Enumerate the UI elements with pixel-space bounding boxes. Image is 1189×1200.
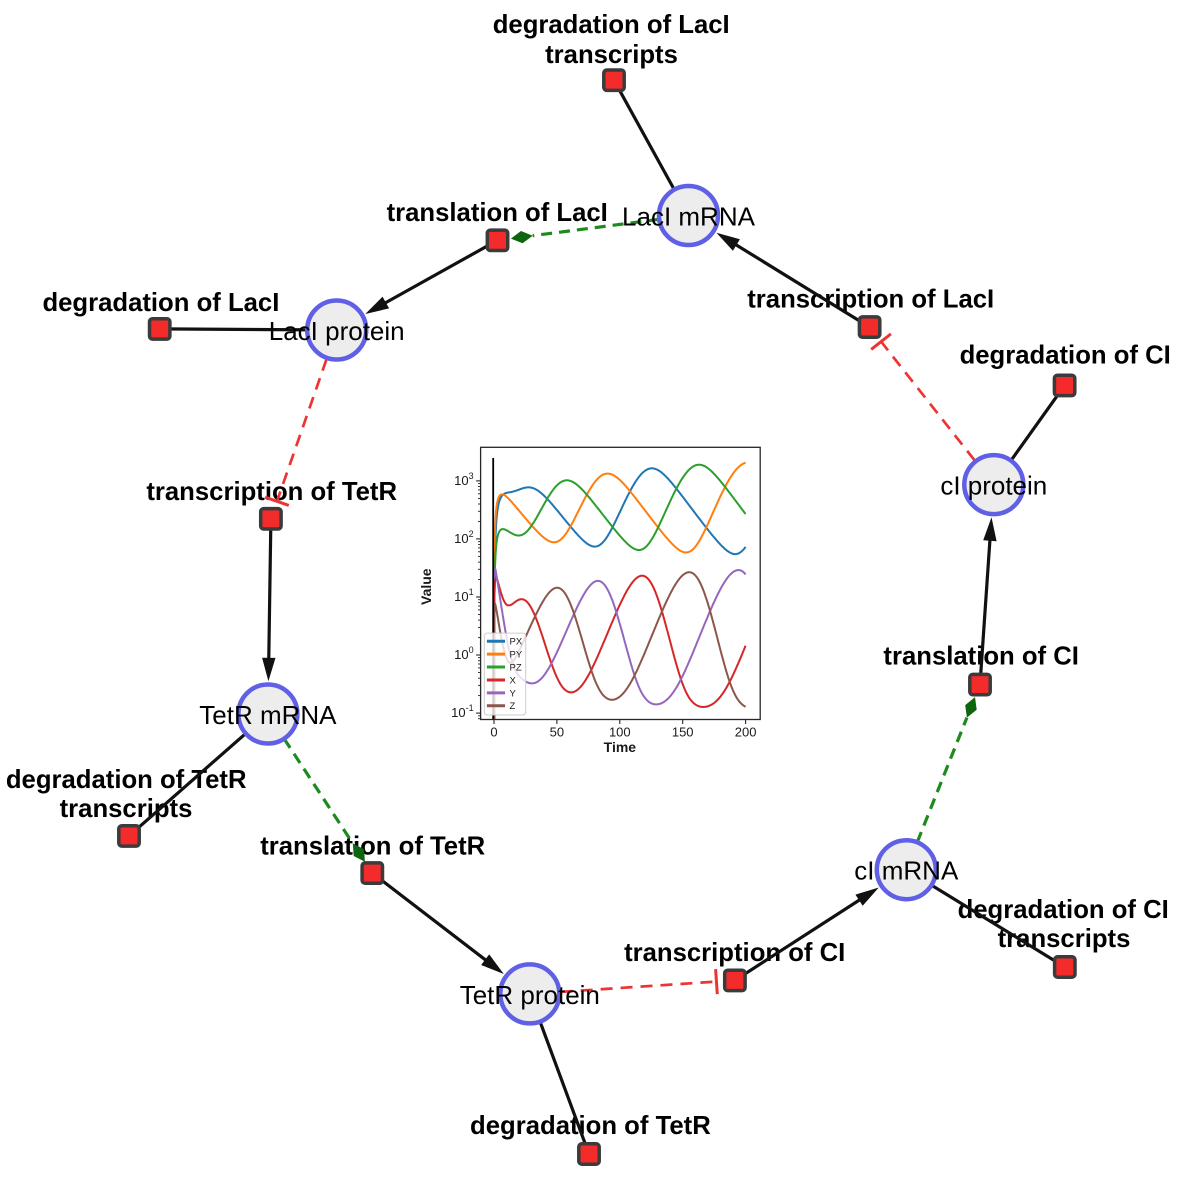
svg-text:degradation of CI: degradation of CI: [958, 896, 1169, 924]
svg-text:degradation of LacI: degradation of LacI: [42, 289, 279, 317]
svg-text:PY: PY: [510, 650, 523, 661]
svg-text:transcription of TetR: transcription of TetR: [146, 478, 397, 506]
svg-text:TetR protein: TetR protein: [460, 980, 600, 1010]
svg-text:LacI protein: LacI protein: [269, 316, 405, 346]
svg-text:degradation of TetR: degradation of TetR: [6, 766, 247, 794]
svg-text:translation of TetR: translation of TetR: [260, 833, 485, 861]
svg-text:transcription of LacI: transcription of LacI: [747, 286, 994, 314]
svg-text:Time: Time: [604, 739, 637, 755]
svg-text:50: 50: [550, 725, 564, 740]
svg-text:cI mRNA: cI mRNA: [854, 856, 959, 886]
svg-text:Value: Value: [418, 568, 434, 605]
svg-text:Z: Z: [510, 701, 516, 712]
svg-text:150: 150: [672, 725, 694, 740]
svg-text:degradation of CI: degradation of CI: [960, 342, 1171, 370]
svg-text:translation of LacI: translation of LacI: [387, 199, 608, 227]
svg-text:100: 100: [609, 725, 631, 740]
svg-text:degradation of LacI: degradation of LacI: [493, 11, 730, 39]
svg-text:transcription of CI: transcription of CI: [624, 939, 845, 967]
svg-text:degradation of TetR: degradation of TetR: [470, 1112, 711, 1140]
svg-text:TetR mRNA: TetR mRNA: [199, 700, 337, 730]
svg-text:X: X: [510, 675, 517, 686]
svg-text:transcripts: transcripts: [545, 41, 678, 69]
svg-text:200: 200: [735, 725, 757, 740]
svg-text:PZ: PZ: [510, 662, 522, 673]
svg-text:LacI mRNA: LacI mRNA: [622, 202, 756, 232]
svg-text:Y: Y: [510, 688, 517, 699]
svg-text:cI protein: cI protein: [940, 471, 1047, 501]
svg-text:0: 0: [490, 725, 497, 740]
svg-text:PX: PX: [510, 637, 523, 648]
